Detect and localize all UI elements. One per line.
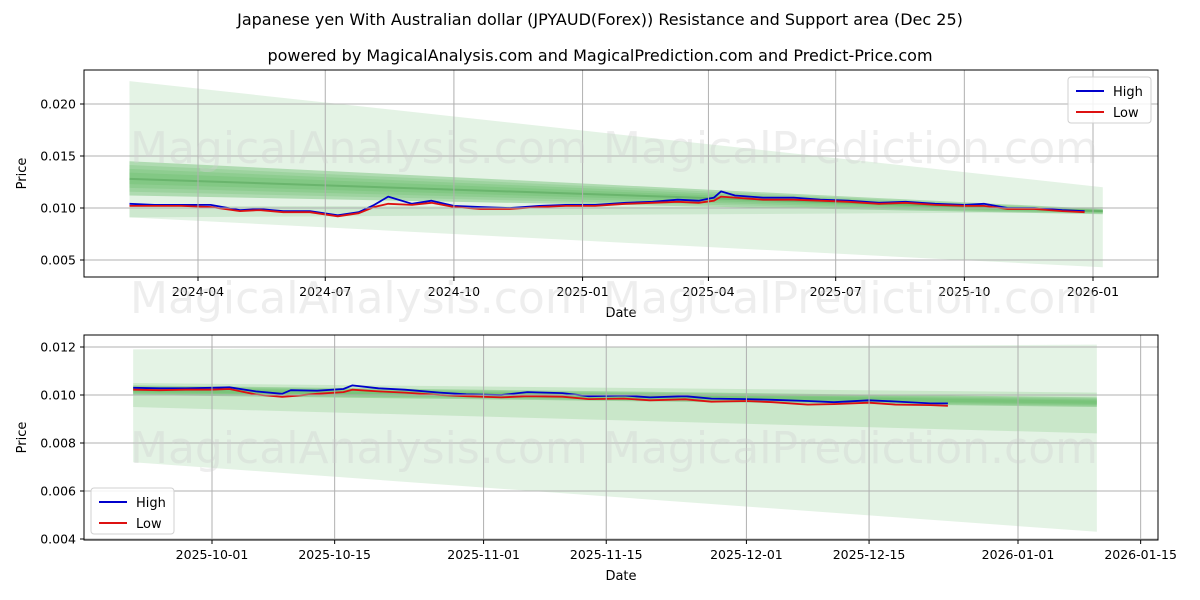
- band-outer-lower: [129, 205, 1103, 268]
- x-tick-label: 2025-10: [938, 284, 990, 299]
- top-chart: 2024-04 2024-07 2024-10 2025-01 2025-04 2025-…: [15, 69, 1159, 324]
- x-tick-label: 2025-12-01: [710, 547, 783, 562]
- legend-high-label: High: [136, 496, 166, 511]
- y-tick-label: 0.008: [40, 436, 76, 451]
- y-axis-label: Price: [15, 422, 30, 454]
- x-tick-label: 2025-12-15: [833, 547, 906, 562]
- y-tick-label: 0.004: [40, 532, 76, 547]
- plot-content: [129, 81, 1103, 268]
- bottom-plot-area: 2025-10-01 2025-10-15 2025-11-01 2025-11-15…: [15, 334, 1177, 584]
- x-tick-label: 2025-11-15: [570, 547, 643, 562]
- y-axis-label: Price: [15, 158, 30, 190]
- y-tick-label: 0.020: [40, 97, 76, 112]
- x-tick-label: 2025-10-15: [298, 547, 371, 562]
- legend-low-label: Low: [1113, 106, 1139, 121]
- x-tick-label: 2025-01: [556, 284, 608, 299]
- series-low-line: [129, 195, 1085, 218]
- x-tick-label: 2024-10: [428, 284, 480, 299]
- x-tick-label: 2025-04: [682, 284, 734, 299]
- series-high-line: [129, 190, 1085, 217]
- band-mid: [133, 383, 1097, 434]
- watermark: MagicalAnalysis.com: [130, 273, 588, 324]
- x-axis-label: Date: [605, 306, 636, 321]
- axes-frame: [83, 69, 1159, 278]
- y-tick-label: 0.015: [40, 149, 76, 164]
- plot-content: [133, 344, 1097, 532]
- y-tick-label: 0.006: [40, 484, 76, 499]
- chart-subtitle: powered by MagicalAnalysis.com and Magic…: [267, 46, 933, 65]
- band-outer-upper: [129, 81, 1103, 218]
- legend-low-label: Low: [136, 517, 162, 532]
- y-tick-label: 0.005: [40, 253, 76, 268]
- x-tick-label: 2026-01-01: [982, 547, 1055, 562]
- legend-high-label: High: [1113, 85, 1143, 100]
- y-tick-label: 0.012: [40, 340, 76, 355]
- chart-title: Japanese yen With Australian dollar (JPY…: [237, 10, 963, 29]
- watermark: MagicalPrediction.com: [603, 423, 1098, 474]
- top-plot-area: 2024-04 2024-07 2024-10 2025-01 2025-04 2025-…: [15, 69, 1159, 324]
- x-tick-label: 2025-11-01: [447, 547, 520, 562]
- x-tick-label: 2024-07: [299, 284, 351, 299]
- x-axis-label: Date: [605, 569, 636, 584]
- x-tick-label: 2025-07: [810, 284, 862, 299]
- watermark: MagicalPrediction.com: [603, 123, 1098, 174]
- x-tick-label: 2024-04: [172, 284, 224, 299]
- axes-frame: [83, 334, 1159, 541]
- watermark: MagicalAnalysis.com: [130, 123, 588, 174]
- x-tick-label: 2026-01-15: [1104, 547, 1177, 562]
- y-tick-label: 0.010: [40, 388, 76, 403]
- watermark: MagicalAnalysis.com: [130, 423, 588, 474]
- y-tick-label: 0.010: [40, 201, 76, 216]
- x-tick-label: 2025-10-01: [176, 547, 249, 562]
- x-tick-label: 2026-01: [1067, 284, 1119, 299]
- watermark: MagicalPrediction.com: [603, 273, 1098, 324]
